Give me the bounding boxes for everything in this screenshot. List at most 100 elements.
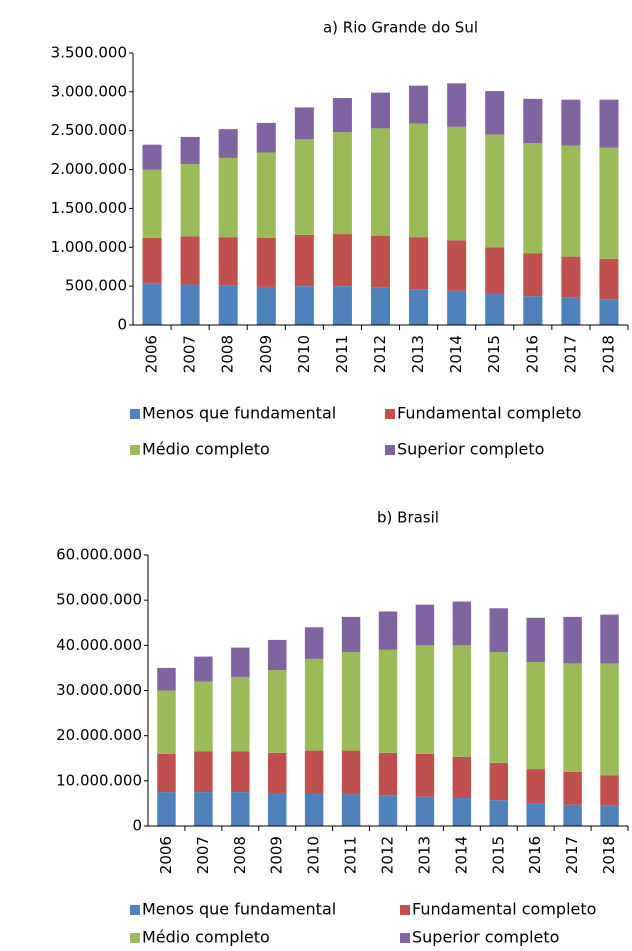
bar-segment (600, 663, 619, 776)
x-tick-label: 2016 (526, 836, 544, 874)
bar-segment (157, 753, 176, 793)
bar-segment (599, 147, 619, 259)
bar-segment (600, 775, 619, 806)
bar-segment (194, 792, 213, 826)
bar-segment (485, 293, 505, 325)
bar-segment (489, 608, 508, 653)
legend-swatch (130, 409, 140, 419)
y-tick-label: 50.000.000 (56, 591, 142, 609)
bar-segment (599, 99, 619, 148)
bar-segment (268, 793, 287, 826)
legend-label: Médio completo (142, 440, 270, 459)
x-tick-label: 2008 (231, 836, 249, 874)
legend-swatch (130, 445, 140, 455)
bar-segment (218, 237, 238, 286)
bar-segment (526, 769, 545, 804)
bar-segment (180, 284, 200, 325)
x-tick-label: 2012 (379, 836, 397, 874)
y-tick-label: 1.000.000 (51, 238, 127, 256)
y-tick-label: 500.000 (65, 277, 127, 295)
bar-segment (415, 796, 435, 826)
bar-segment (341, 750, 361, 794)
x-tick-label: 2006 (157, 836, 175, 874)
bar-segment (218, 285, 238, 325)
y-tick-label: 2.500.000 (51, 121, 127, 139)
x-tick-label: 2015 (485, 335, 503, 373)
bar-segment (294, 139, 314, 235)
x-tick-label: 2017 (561, 335, 579, 373)
bar-segment (409, 123, 429, 238)
bar-segment (341, 652, 361, 751)
legend-label: Superior completo (397, 440, 544, 459)
bar-segment (526, 803, 545, 826)
legend-swatch (130, 905, 140, 915)
x-tick-label: 2012 (371, 335, 389, 373)
bar-segment (563, 804, 582, 826)
bar-segment (452, 797, 472, 826)
bar-segment (304, 793, 324, 826)
bar-segment (180, 164, 200, 237)
bar-segment (294, 234, 314, 287)
bar-segment (180, 236, 200, 285)
bar-segment (268, 670, 287, 753)
y-tick-label: 40.000.000 (56, 636, 142, 654)
bar-segment (409, 85, 429, 124)
x-tick-label: 2015 (489, 836, 507, 874)
x-tick-label: 2007 (181, 335, 199, 373)
bar-segment (378, 649, 398, 753)
legend-label: Fundamental completo (412, 900, 596, 919)
bar-segment (563, 616, 582, 664)
bar-segment (142, 283, 162, 325)
bar-segment (523, 253, 543, 297)
bar-segment (561, 99, 581, 146)
legend-swatch (130, 933, 140, 943)
bar-segment (142, 237, 162, 284)
legend-label: Fundamental completo (397, 404, 581, 423)
bar-segment (231, 792, 250, 826)
x-tick-label: 2009 (257, 335, 275, 373)
bar-segment (600, 614, 619, 664)
bar-segment (409, 289, 429, 325)
bar-segment (447, 83, 467, 127)
legend-label: Médio completo (142, 928, 270, 947)
x-tick-label: 2016 (523, 335, 541, 373)
legend-swatch (400, 905, 410, 915)
bar-segment (370, 128, 391, 236)
bar-segment (268, 752, 287, 794)
bar-segment (523, 296, 543, 325)
bar-segment (370, 235, 391, 288)
bar-segment (452, 601, 472, 646)
legend-swatch (400, 933, 410, 943)
bar-segment (194, 656, 213, 682)
bar-segment (256, 152, 276, 238)
bar-segment (485, 134, 505, 248)
bar-segment (332, 132, 352, 235)
bar-segment (447, 240, 467, 291)
bar-segment (523, 98, 543, 144)
bar-segment (142, 144, 162, 170)
x-tick-label: 2018 (599, 335, 617, 373)
bar-segment (142, 169, 162, 238)
bar-segment (378, 752, 398, 796)
y-tick-label: 30.000.000 (56, 681, 142, 699)
legend-label: Menos que fundamental (142, 404, 336, 423)
bar-segment (256, 286, 276, 325)
bar-segment (526, 662, 545, 770)
x-tick-label: 2013 (415, 836, 433, 874)
bar-segment (231, 676, 250, 752)
bar-segment (194, 751, 213, 793)
x-tick-label: 2013 (409, 335, 427, 373)
bar-segment (485, 91, 505, 135)
legend-label: Menos que fundamental (142, 900, 336, 919)
y-tick-label: 0 (117, 316, 127, 334)
y-tick-label: 2.000.000 (51, 160, 127, 178)
x-tick-label: 2017 (563, 836, 581, 874)
bar-segment (563, 771, 582, 805)
bar-segment (218, 129, 238, 158)
bar-segment (180, 136, 200, 165)
bar-segment (599, 299, 619, 325)
y-tick-label: 3.000.000 (51, 82, 127, 100)
bar-segment (256, 237, 276, 287)
bar-segment (218, 157, 238, 238)
